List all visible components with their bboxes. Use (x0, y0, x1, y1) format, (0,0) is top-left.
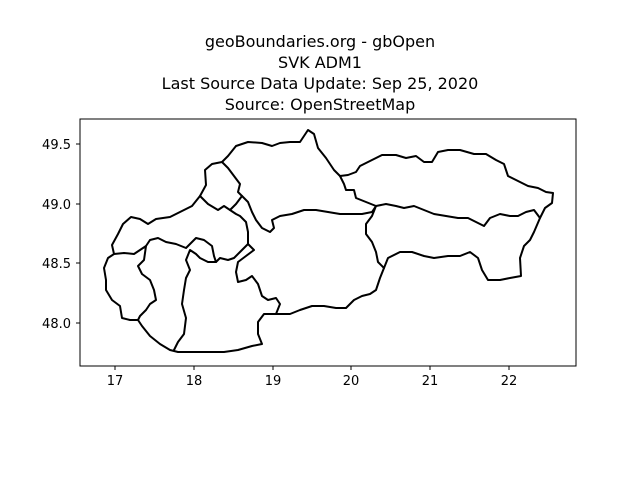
region-boundary-zilina-south (241, 195, 377, 233)
y-axis: 49.5 49.0 48.5 48.0 (42, 138, 80, 332)
x-tick-label: 21 (422, 374, 439, 389)
y-tick-label: 48.0 (42, 317, 71, 332)
x-axis: 17 18 19 20 21 22 (107, 366, 518, 389)
axes-frame (79, 118, 577, 367)
country-outline (103, 129, 554, 353)
region-boundary-bratislava (113, 245, 157, 321)
y-tick-label: 48.5 (42, 257, 71, 272)
title-line-1: geoBoundaries.org - gbOpen (204, 32, 436, 51)
region-boundary-presov-kosice (375, 203, 541, 227)
x-tick-label: 18 (186, 374, 203, 389)
x-tick-label: 17 (107, 374, 124, 389)
region-boundary-nitra-bb (235, 243, 281, 315)
region-boundary-zilina-west (221, 161, 243, 211)
x-tick-label: 19 (265, 374, 282, 389)
title-line-4: Source: OpenStreetMap (224, 95, 416, 114)
x-tick-label: 22 (501, 374, 518, 389)
y-tick-label: 49.5 (42, 138, 71, 153)
region-boundary-trnava-nitra (145, 237, 217, 351)
title-line-3: Last Source Data Update: Sep 25, 2020 (161, 74, 479, 93)
y-tick-label: 49.0 (42, 198, 71, 213)
title-line-2: SVK ADM1 (278, 53, 362, 72)
region-boundary-bb-kosice (365, 205, 385, 269)
region-boundary-zilina-presov (339, 175, 377, 207)
region-boundary-trencin (199, 195, 249, 263)
x-tick-label: 20 (343, 374, 360, 389)
